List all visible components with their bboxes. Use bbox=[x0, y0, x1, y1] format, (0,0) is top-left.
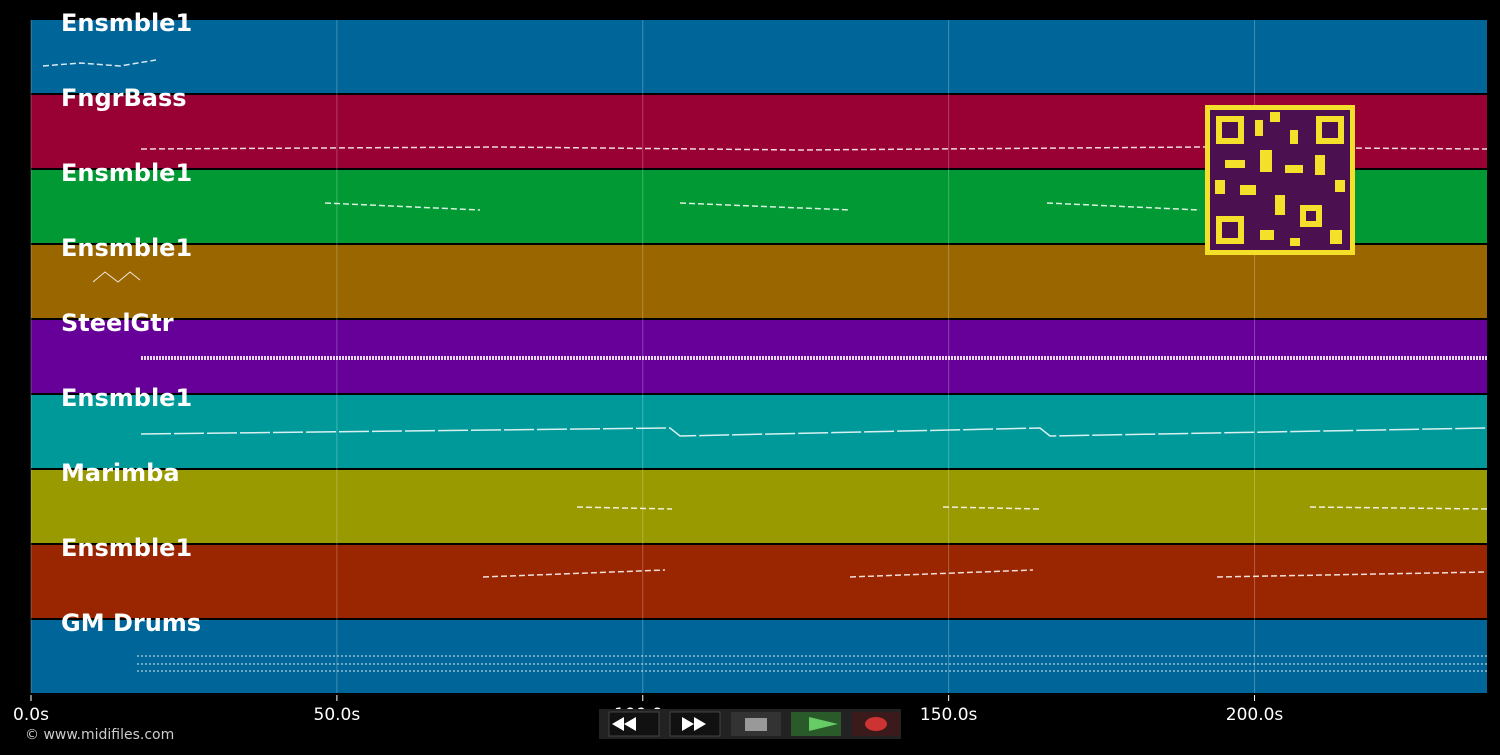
track-name: GM Drums bbox=[61, 609, 201, 637]
track-lane bbox=[31, 545, 1487, 618]
qr-code bbox=[1205, 105, 1355, 255]
notes-track-9 bbox=[137, 655, 1487, 672]
track-name: Ensmble1 bbox=[61, 234, 192, 262]
transport-controls bbox=[599, 709, 901, 739]
play-button[interactable] bbox=[791, 712, 841, 736]
footer-credit: © www.midifiles.com bbox=[25, 727, 174, 743]
record-button[interactable] bbox=[852, 712, 900, 736]
tick-label: 200.0s bbox=[1226, 705, 1284, 725]
notes-track-6 bbox=[140, 427, 1488, 437]
track-name: Marimba bbox=[61, 459, 180, 487]
tick-label: 50.0s bbox=[314, 705, 361, 725]
notes-track-8 bbox=[482, 569, 1488, 578]
track-lane bbox=[31, 20, 1487, 93]
notes-track-1 bbox=[42, 59, 157, 67]
stop-button[interactable] bbox=[731, 712, 781, 736]
tick-label: 150.0s bbox=[920, 705, 978, 725]
track-lane bbox=[31, 470, 1487, 543]
notes-track-7 bbox=[576, 506, 1488, 510]
forward-button[interactable] bbox=[669, 711, 721, 737]
notes-track-3 bbox=[324, 202, 1201, 211]
track-name: Ensmble1 bbox=[61, 9, 192, 37]
rewind-button[interactable] bbox=[608, 711, 660, 737]
notes-track-4 bbox=[92, 271, 141, 283]
track-name: Ensmble1 bbox=[61, 534, 192, 562]
track-name: SteelGtr bbox=[61, 309, 174, 337]
track-lane bbox=[31, 395, 1487, 468]
tick-label: 0.0s bbox=[13, 705, 49, 725]
track-lane bbox=[31, 245, 1487, 318]
track-name: Ensmble1 bbox=[61, 159, 192, 187]
track-name: Ensmble1 bbox=[61, 384, 192, 412]
track-name: FngrBass bbox=[61, 84, 187, 112]
